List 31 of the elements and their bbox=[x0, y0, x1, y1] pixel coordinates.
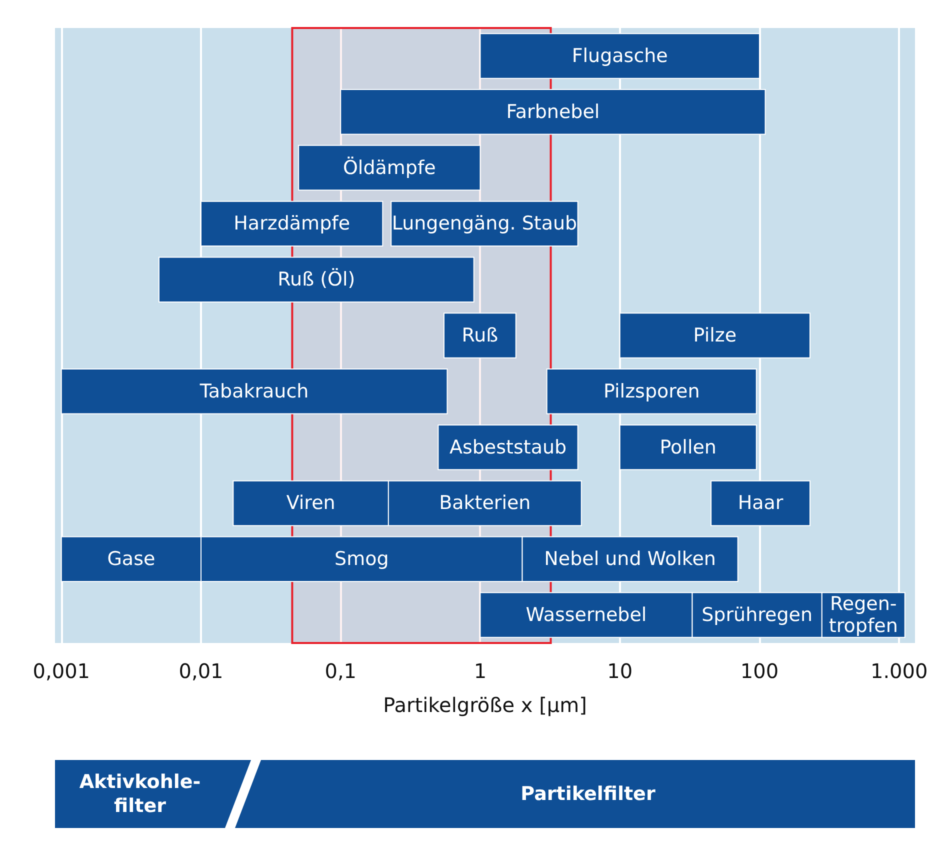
text: Partikelfilter bbox=[520, 782, 656, 807]
data-label: Gase bbox=[107, 548, 156, 570]
data-label: Pilzsporen bbox=[603, 380, 700, 402]
data-label: Nebel und Wolken bbox=[544, 548, 716, 570]
data-label: Smog bbox=[334, 548, 389, 570]
text: Aktivkohle- filter bbox=[78, 770, 202, 819]
data-label: Farbnebel bbox=[506, 100, 600, 123]
x-tick-label: 0,001 bbox=[32, 659, 90, 683]
data-label: Harzdämpfe bbox=[234, 212, 350, 235]
x-axis-title: Partikelgröße x [µm] bbox=[383, 693, 587, 717]
data-label: Asbeststaub bbox=[449, 436, 567, 458]
x-tick-label: 1.000 bbox=[870, 659, 928, 683]
data-label: Bakterien bbox=[439, 492, 531, 514]
data-label: Haar bbox=[738, 492, 784, 514]
x-tick-label: 1 bbox=[474, 659, 487, 683]
x-tick-label: 0,1 bbox=[324, 659, 357, 683]
data-label: Viren bbox=[286, 492, 336, 514]
data-label: Ruß bbox=[462, 324, 498, 346]
data-label: Flugasche bbox=[572, 44, 668, 67]
x-tick-label: 0,01 bbox=[178, 659, 224, 683]
data-label: Pilze bbox=[693, 324, 737, 346]
data-label: Wassernebel bbox=[526, 604, 647, 626]
data-label: Pollen bbox=[660, 436, 716, 458]
data-label: Regen- tropfen bbox=[828, 593, 898, 638]
data-label: Ruß (Öl) bbox=[278, 268, 356, 291]
data-label: Öldämpfe bbox=[342, 156, 436, 179]
data-label: Lungengäng. Staub bbox=[392, 212, 578, 235]
data-label: Tabakrauch bbox=[198, 380, 309, 402]
x-tick-label: 10 bbox=[607, 659, 633, 683]
data-label: Sprühregen bbox=[702, 604, 813, 626]
x-tick-label: 100 bbox=[740, 659, 779, 683]
